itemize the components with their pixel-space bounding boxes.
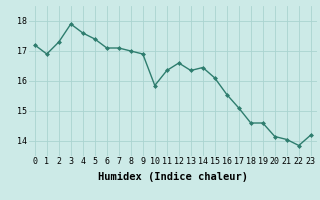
X-axis label: Humidex (Indice chaleur): Humidex (Indice chaleur) <box>98 172 248 182</box>
